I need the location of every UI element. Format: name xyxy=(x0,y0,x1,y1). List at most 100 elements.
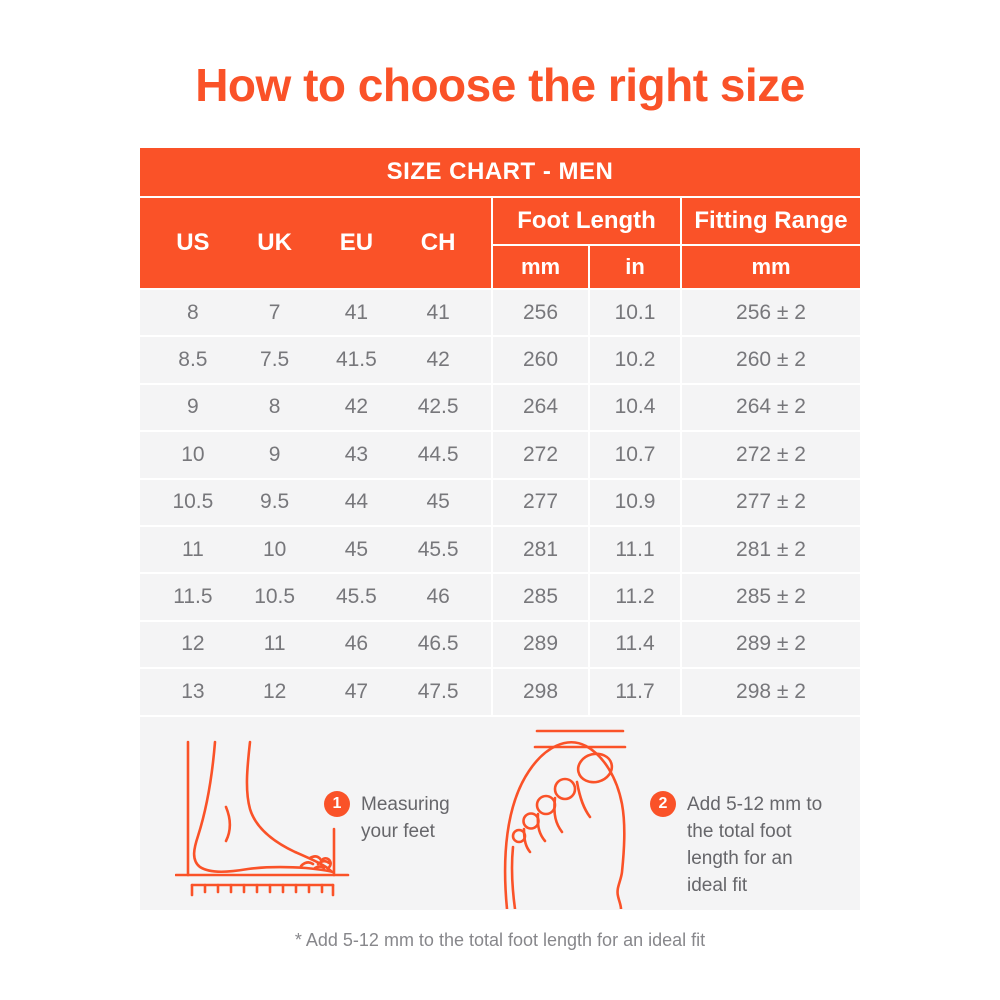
cell-eu: 45 xyxy=(344,537,369,561)
cell-eu: 43 xyxy=(344,442,369,466)
cell-foot-mm: 281 xyxy=(493,526,588,573)
size-values-cell: 8 7 41 41 xyxy=(140,290,491,336)
size-values-cell: 8.5 7.5 41.5 42 xyxy=(140,337,491,383)
cell-uk: 9 xyxy=(268,442,281,466)
cell-uk: 10.5 xyxy=(254,585,296,609)
table-row: 12 11 46 46.5 289 11.4 289 ± 2 xyxy=(140,621,860,668)
cell-ch: 45 xyxy=(426,490,450,514)
cell-fitting-mm: 277 ± 2 xyxy=(682,479,860,525)
cell-us: 12 xyxy=(181,632,205,656)
cell-uk: 7 xyxy=(268,300,281,324)
table-row: 10.5 9.5 44 45 277 10.9 277 ± 2 xyxy=(140,479,860,525)
cell-fitting-mm: 272 ± 2 xyxy=(682,432,860,478)
foot-side-view-icon xyxy=(175,740,350,897)
cell-us: 11.5 xyxy=(173,585,213,609)
cell-fitting-mm: 256 ± 2 xyxy=(682,290,860,336)
size-values-cell: 11.5 10.5 45.5 46 xyxy=(140,574,491,620)
size-values-cell: 12 11 46 46.5 xyxy=(140,621,491,668)
cell-foot-mm: 256 xyxy=(493,290,588,336)
cell-ch: 42 xyxy=(426,348,450,372)
cell-foot-mm: 272 xyxy=(493,432,588,478)
cell-ch: 46 xyxy=(426,585,450,609)
measurement-guide: 1 Measuring your feet 2 Add 5-12 mm to t… xyxy=(140,717,860,910)
cell-ch: 47.5 xyxy=(417,679,459,703)
cell-eu: 42 xyxy=(344,395,369,419)
size-values-cell: 13 12 47 47.5 xyxy=(140,669,491,715)
cell-us: 10.5 xyxy=(172,490,214,514)
size-chart-caption: SIZE CHART - MEN xyxy=(140,148,860,196)
step-1-text: Measuring your feet xyxy=(361,794,450,842)
fitting-range-header: Fitting Range xyxy=(682,198,860,244)
cell-foot-in: 10.9 xyxy=(590,479,680,525)
table-row: 8.5 7.5 41.5 42 260 10.2 260 ± 2 xyxy=(140,337,860,383)
cell-foot-in: 10.1 xyxy=(590,290,680,336)
table-row: 9 8 42 42.5 264 10.4 264 ± 2 xyxy=(140,384,860,431)
size-chart-header: US UK EU CH Foot Length Fitting Range mm… xyxy=(140,198,860,288)
cell-foot-mm: 260 xyxy=(493,337,588,383)
size-values-cell: 11 10 45 45.5 xyxy=(140,526,491,573)
cell-ch: 44.5 xyxy=(417,442,459,466)
step-1-note: 1 Measuring your feet xyxy=(324,791,473,845)
cell-uk: 7.5 xyxy=(260,348,290,372)
cell-us: 8 xyxy=(187,300,199,324)
cell-fitting-mm: 260 ± 2 xyxy=(682,337,860,383)
page-title: How to choose the right size xyxy=(195,59,805,111)
cell-foot-in: 11.7 xyxy=(590,669,680,715)
cell-foot-in: 11.1 xyxy=(590,526,680,573)
cell-uk: 8 xyxy=(268,395,281,419)
cell-ch: 46.5 xyxy=(417,632,459,656)
column-header-eu: EU xyxy=(339,229,374,256)
cell-eu: 41 xyxy=(344,300,369,324)
column-header-uk: UK xyxy=(257,229,292,256)
cell-fitting-mm: 289 ± 2 xyxy=(682,621,860,668)
cell-uk: 11 xyxy=(263,632,286,656)
size-columns-header: US UK EU CH xyxy=(140,198,491,288)
cell-eu: 45.5 xyxy=(335,585,377,609)
table-row: 8 7 41 41 256 10.1 256 ± 2 xyxy=(140,290,860,336)
subheader-foot-in: in xyxy=(590,246,680,288)
column-header-us: US xyxy=(176,229,210,256)
size-values-cell: 10 9 43 44.5 xyxy=(140,432,491,478)
table-row: 11 10 45 45.5 281 11.1 281 ± 2 xyxy=(140,526,860,573)
size-values-cell: 10.5 9.5 44 45 xyxy=(140,479,491,525)
foot-top-view-icon xyxy=(503,729,627,909)
cell-foot-mm: 264 xyxy=(493,384,588,431)
cell-uk: 9.5 xyxy=(260,490,290,514)
table-row: 13 12 47 47.5 298 11.7 298 ± 2 xyxy=(140,669,860,715)
cell-eu: 44 xyxy=(344,490,369,514)
cell-eu: 46 xyxy=(344,632,369,656)
cell-foot-mm: 298 xyxy=(493,669,588,715)
cell-us: 8.5 xyxy=(178,348,208,372)
foot-length-header: Foot Length xyxy=(493,198,680,244)
column-header-ch: CH xyxy=(420,229,456,256)
cell-ch: 42.5 xyxy=(417,395,459,419)
cell-foot-mm: 277 xyxy=(493,479,588,525)
cell-uk: 12 xyxy=(262,679,287,703)
cell-fitting-mm: 264 ± 2 xyxy=(682,384,860,431)
step-2-badge: 2 xyxy=(650,791,676,817)
step-2-note: 2 Add 5-12 mm to the total foot length f… xyxy=(650,791,831,899)
cell-foot-in: 11.2 xyxy=(590,574,680,620)
cell-ch: 41 xyxy=(426,300,450,324)
cell-foot-in: 10.7 xyxy=(590,432,680,478)
cell-uk: 10 xyxy=(262,537,287,561)
cell-us: 11 xyxy=(181,537,204,561)
cell-us: 13 xyxy=(181,679,205,703)
cell-foot-in: 11.4 xyxy=(590,621,680,668)
table-row: 11.5 10.5 45.5 46 285 11.2 285 ± 2 xyxy=(140,574,860,620)
cell-foot-mm: 285 xyxy=(493,574,588,620)
cell-us: 9 xyxy=(187,395,199,419)
cell-fitting-mm: 281 ± 2 xyxy=(682,526,860,573)
table-row: 10 9 43 44.5 272 10.7 272 ± 2 xyxy=(140,432,860,478)
step-2-text: Add 5-12 mm to the total foot length for… xyxy=(687,794,823,896)
subheader-fitting-mm: mm xyxy=(682,246,860,288)
footnote: * Add 5-12 mm to the total foot length f… xyxy=(294,930,706,950)
size-values-cell: 9 8 42 42.5 xyxy=(140,384,491,431)
cell-us: 10 xyxy=(181,442,205,466)
cell-foot-in: 10.2 xyxy=(590,337,680,383)
size-chart-body: 8 7 41 41 256 10.1 256 ± 2 8.5 7.5 41.5 42 260 10.2 2… xyxy=(140,290,860,715)
cell-fitting-mm: 285 ± 2 xyxy=(682,574,860,620)
size-chart-table: SIZE CHART - MEN US UK EU CH Foot Length… xyxy=(140,148,860,715)
subheader-foot-mm: mm xyxy=(493,246,588,288)
